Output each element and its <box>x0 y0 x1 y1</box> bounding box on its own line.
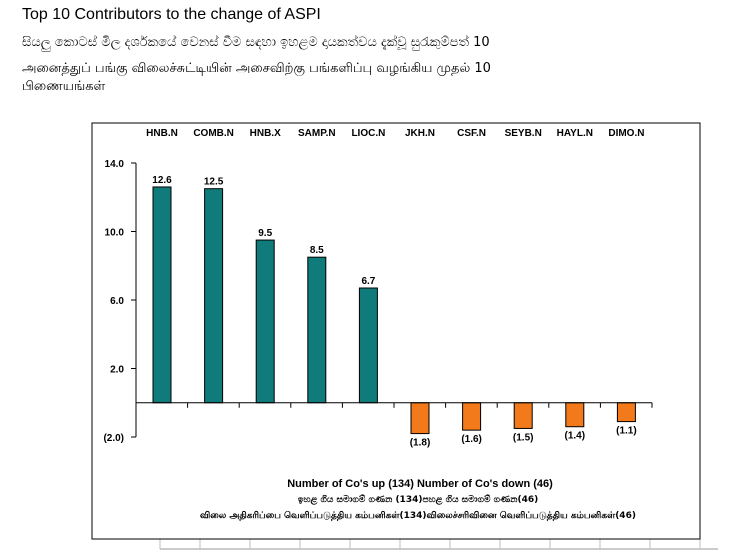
category-label: SAMP.N <box>298 128 336 139</box>
category-label: HNB.N <box>146 128 178 139</box>
value-label: 12.6 <box>152 175 172 186</box>
category-label: HAYL.N <box>557 128 593 139</box>
y-tick-label: 6.0 <box>110 296 124 307</box>
bar <box>462 402 482 431</box>
footer-sinhala: ඉහළ ගිය සමාගම් ගණන (134)පහළ ගිය සමාගම් ග… <box>298 493 538 506</box>
category-label: COMB.N <box>193 128 234 139</box>
value-label: 8.5 <box>310 245 324 256</box>
y-tick-label: (2.0) <box>103 433 124 444</box>
value-label: 6.7 <box>361 276 375 287</box>
value-labels: 12.6 12.5 9.5 8.5 6.7 (1.8) (1.6) (1.5) (1.4) (1.… <box>152 175 636 449</box>
sheet-grid-ticks <box>159 539 701 549</box>
bar <box>565 402 585 428</box>
category-label: SEYB.N <box>505 128 542 139</box>
bars <box>152 186 636 435</box>
category-label: CSF.N <box>457 128 486 139</box>
subtitle-tamil-line2: பிணையங்கள் <box>22 79 106 94</box>
category-labels: HNB.N COMB.N HNB.X SAMP.N LIOC.N JKH.N CSF.N SE… <box>146 128 644 139</box>
category-label: JKH.N <box>405 128 435 139</box>
footer-english: Number of Co's up (134) Number of Co's d… <box>287 478 553 490</box>
bar <box>616 402 636 423</box>
chart-frame <box>91 122 701 540</box>
bar <box>204 188 224 404</box>
y-axis-ticks: (2.0) 2.0 6.0 10.0 14.0 <box>103 159 136 444</box>
y-tick-label: 14.0 <box>105 159 125 170</box>
bar <box>307 256 327 404</box>
bar <box>358 287 378 404</box>
baseline-ticks <box>135 402 653 408</box>
y-tick-label: 2.0 <box>110 365 124 376</box>
subtitle-tamil-line1: அனைத்துப் பங்கு விலைச்சுட்டியின் அசைவிற்… <box>22 61 491 76</box>
value-label: 9.5 <box>258 228 272 239</box>
value-label: (1.5) <box>513 432 534 443</box>
bar <box>513 402 533 429</box>
page-title: Top 10 Contributors to the change of ASP… <box>22 6 321 23</box>
category-label: DIMO.N <box>608 128 644 139</box>
value-label: (1.4) <box>565 431 586 442</box>
subtitle-sinhala: සියලු කොටස් මිල දර්ශකයේ වෙනස් වීම සඳහා ඉ… <box>22 35 490 50</box>
value-label: (1.8) <box>410 438 431 449</box>
category-label: HNB.X <box>250 128 281 139</box>
value-label: 12.5 <box>204 177 224 188</box>
footer-tamil: விலை அதிகரிப்பை வெளிப்படுத்திய கம்பனிகள்… <box>200 510 636 521</box>
category-label: LIOC.N <box>351 128 385 139</box>
value-label: (1.6) <box>461 434 482 445</box>
bar <box>255 239 275 404</box>
y-tick-label: 10.0 <box>105 228 125 239</box>
bar <box>152 186 172 404</box>
value-label: (1.1) <box>616 426 637 437</box>
bar <box>410 402 430 435</box>
